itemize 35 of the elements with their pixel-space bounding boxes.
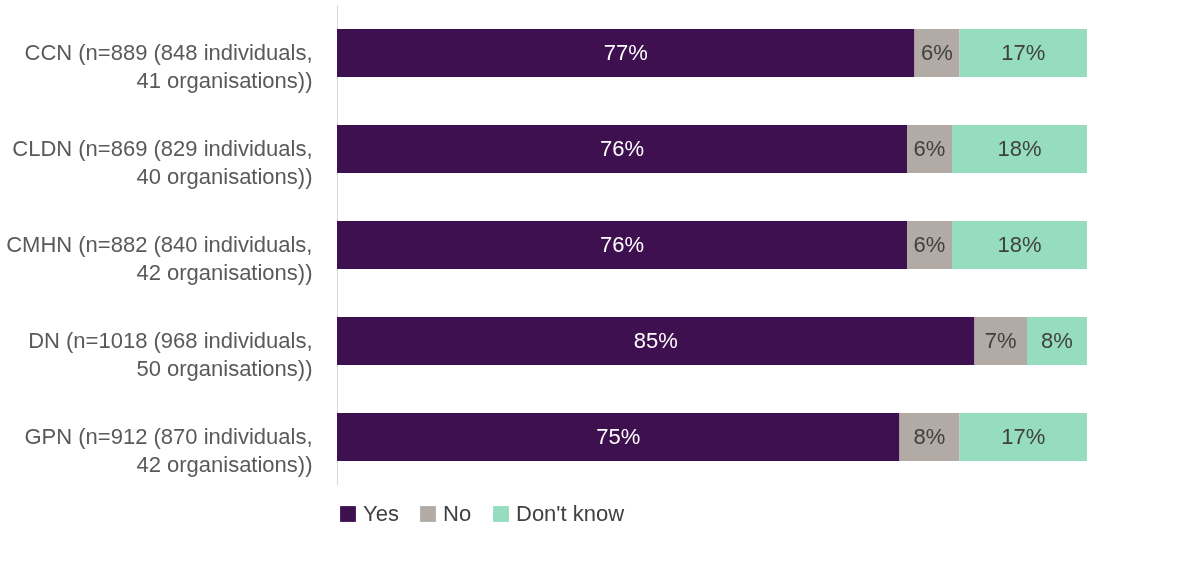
data-label: 85% — [633, 328, 678, 353]
data-label: 6% — [913, 136, 946, 161]
data-label: 8% — [913, 424, 946, 449]
y-tick-label: DN (n=1018 (968 individuals, 50 organisations)) — [28, 328, 313, 381]
data-label: 6% — [921, 40, 953, 65]
data-label: 18% — [997, 136, 1042, 161]
y-tick-label: CLDN (n=869 (829 individuals, 40 organisations)) — [12, 136, 313, 189]
data-label: 18% — [997, 232, 1042, 257]
bar — [959, 29, 1087, 77]
legend-label: Don't know — [516, 501, 625, 526]
data-label: 77% — [603, 40, 648, 65]
bar — [952, 221, 1087, 269]
y-tick-label: CMHN (n=882 (840 individuals, 42 organisations)) — [6, 232, 313, 285]
bar — [337, 317, 975, 365]
data-label: 6% — [913, 232, 946, 257]
data-label: 76% — [599, 136, 645, 161]
bar — [952, 125, 1087, 173]
data-label: 17% — [1001, 40, 1046, 65]
data-label: 17% — [1001, 424, 1046, 449]
bar — [974, 317, 1027, 365]
data-label: 76% — [599, 232, 645, 257]
bar — [959, 413, 1087, 461]
bar — [337, 29, 915, 77]
y-tick-label: CCN (n=889 (848 individuals, 41 organisations)) — [24, 40, 313, 93]
data-label: 75% — [596, 424, 641, 449]
data-label: 7% — [984, 328, 1017, 353]
y-tick-label: GPN (n=912 (870 individuals, 42 organisations)) — [24, 424, 313, 477]
bar — [337, 413, 900, 461]
bar — [337, 221, 907, 269]
bar — [899, 413, 960, 461]
bar — [1027, 317, 1087, 365]
bar — [337, 125, 907, 173]
legend-label: Yes — [363, 501, 399, 526]
data-label: 8% — [1041, 328, 1073, 353]
legend-label: No — [443, 501, 472, 526]
